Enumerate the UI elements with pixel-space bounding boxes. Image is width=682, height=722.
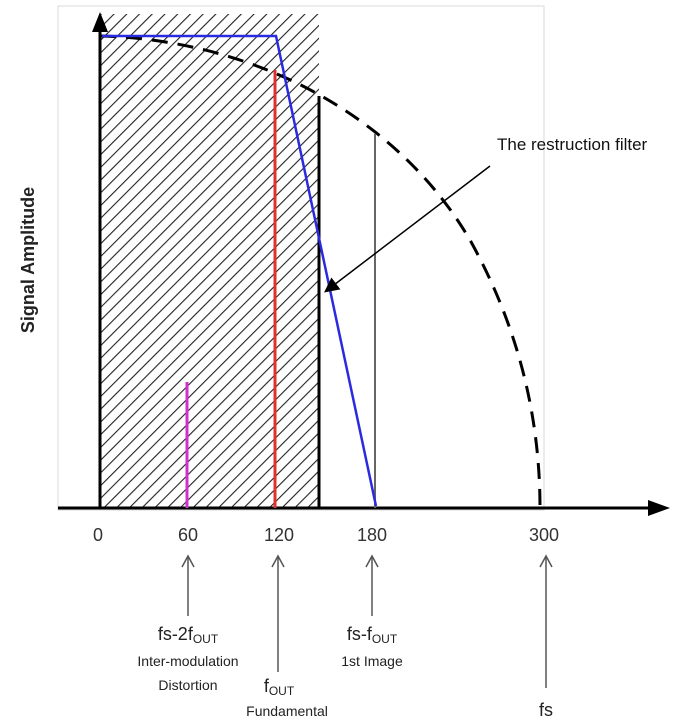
intermod-up-arrow — [181, 554, 195, 616]
fundamental-description: Fundamental — [246, 703, 328, 719]
hatched-passband-region — [100, 14, 319, 508]
image-marker-label: fs-fOUT — [347, 624, 398, 646]
intermod-description-line2: Distortion — [158, 677, 217, 693]
plot-frame — [57, 5, 545, 511]
y-axis-label: Signal Amplitude — [18, 187, 38, 333]
x-axis-arrowhead — [648, 500, 670, 516]
intermod-description-line1: Inter-modulation — [137, 653, 238, 669]
reconstruction-filter-response — [102, 34, 378, 507]
fundamental-marker-label: fOUT — [264, 676, 295, 698]
y-axis-arrowhead — [92, 12, 108, 32]
image-up-arrow — [365, 554, 379, 616]
fs-up-arrow — [539, 554, 553, 688]
sinc-envelope-dashed-curve — [99, 34, 542, 509]
intermod-marker-label: fs-2fOUT — [158, 624, 219, 646]
image-description: 1st Image — [341, 653, 403, 669]
x-tick-label: 60 — [178, 525, 198, 545]
x-tick-label: 0 — [93, 525, 103, 545]
x-tick-label: 180 — [357, 525, 387, 545]
fs-marker-label: fs — [539, 700, 553, 720]
annotation-text: The restruction filter — [497, 135, 648, 154]
x-tick-label: 300 — [529, 525, 559, 545]
x-tick-label: 120 — [264, 525, 294, 545]
annotation-arrow — [324, 165, 491, 293]
fundamental-up-arrow — [271, 554, 285, 672]
